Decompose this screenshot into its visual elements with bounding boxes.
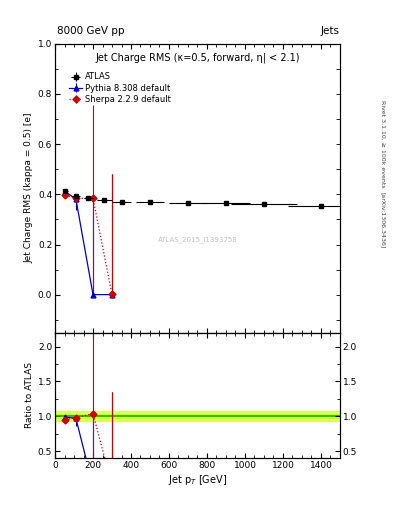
Text: Rivet 3.1.10, ≥ 100k events: Rivet 3.1.10, ≥ 100k events bbox=[381, 99, 386, 187]
X-axis label: Jet p$_{T}$ [GeV]: Jet p$_{T}$ [GeV] bbox=[168, 473, 227, 487]
Bar bbox=[55, 414, 340, 418]
Text: 8000 GeV pp: 8000 GeV pp bbox=[57, 26, 125, 36]
Text: Jets: Jets bbox=[321, 26, 340, 36]
Text: Jet Charge RMS (κ=0.5, forward, η| < 2.1): Jet Charge RMS (κ=0.5, forward, η| < 2.1… bbox=[95, 52, 300, 62]
Legend: ATLAS, Pythia 8.308 default, Sherpa 2.2.9 default: ATLAS, Pythia 8.308 default, Sherpa 2.2.… bbox=[68, 71, 173, 105]
Text: [arXiv:1306.3436]: [arXiv:1306.3436] bbox=[381, 192, 386, 248]
Bar bbox=[55, 412, 340, 421]
Text: ATLAS_2015_I1393758: ATLAS_2015_I1393758 bbox=[158, 237, 237, 243]
Y-axis label: Ratio to ATLAS: Ratio to ATLAS bbox=[25, 362, 34, 429]
Y-axis label: Jet Charge RMS (kappa = 0.5) [e]: Jet Charge RMS (kappa = 0.5) [e] bbox=[25, 113, 34, 263]
